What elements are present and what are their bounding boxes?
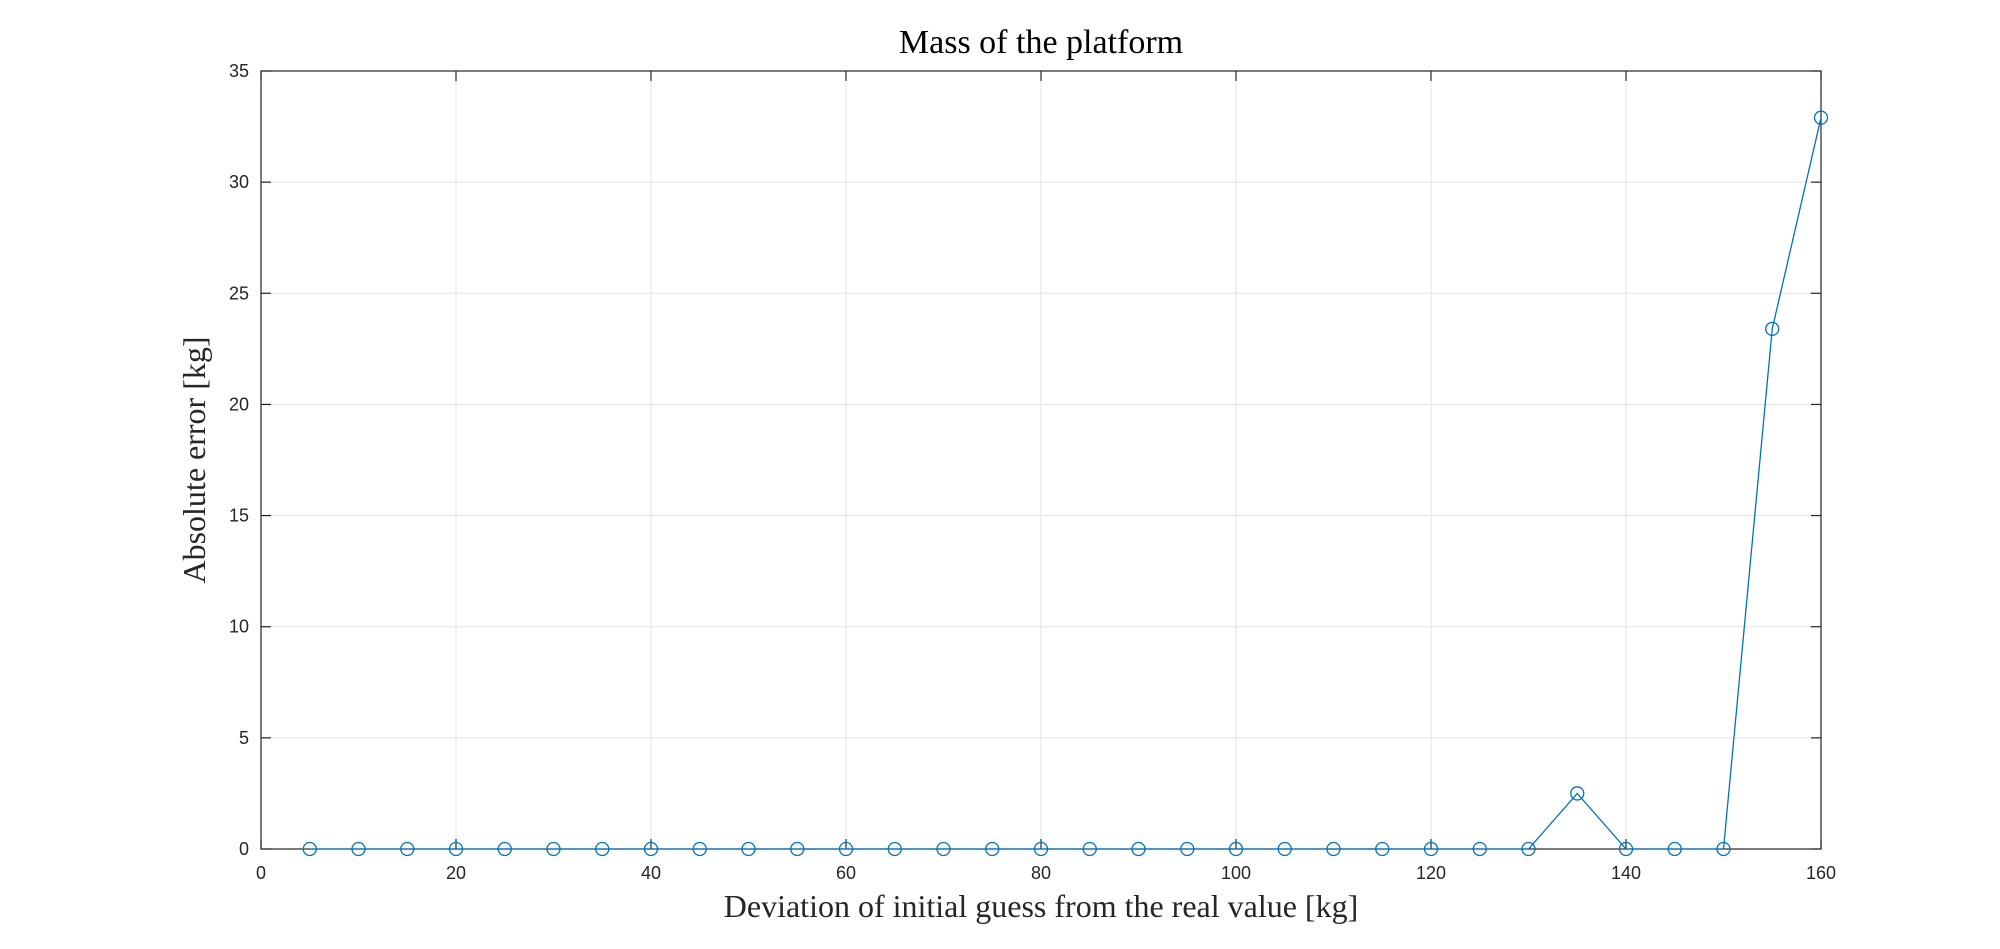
- data-point: [1033, 841, 1049, 857]
- data-point: [1082, 841, 1097, 857]
- y-tick-label: 0: [239, 839, 249, 859]
- data-series: [302, 110, 1829, 857]
- data-point: [1131, 841, 1146, 857]
- x-tick-label: 40: [641, 863, 661, 883]
- y-axis-label: Absolute error [kg]: [176, 336, 212, 583]
- x-tick-label: 140: [1611, 863, 1641, 883]
- y-tick-label: 35: [229, 61, 249, 81]
- data-point: [1813, 110, 1829, 125]
- data-point: [1326, 841, 1341, 857]
- y-tick-label: 30: [229, 172, 249, 192]
- data-point: [302, 841, 317, 857]
- data-point: [1570, 786, 1585, 801]
- x-axis-label: Deviation of initial guess from the real…: [724, 888, 1358, 924]
- data-point: [790, 841, 805, 857]
- data-point: [985, 841, 1000, 857]
- data-point: [887, 841, 902, 857]
- data-point: [838, 841, 854, 857]
- data-point: [1228, 841, 1244, 857]
- data-point: [1180, 841, 1195, 857]
- y-tick-label: 25: [229, 283, 249, 303]
- x-tick-label: 0: [256, 863, 266, 883]
- axis-ticks: 0 20 40 60 80 100 120 140 160 0 5 10 15 20 25 30 35: [229, 61, 1836, 883]
- data-point: [448, 841, 464, 857]
- data-point: [595, 841, 610, 857]
- grid-lines: [261, 71, 1821, 849]
- data-point: [400, 841, 415, 857]
- x-tick-label: 100: [1221, 863, 1251, 883]
- data-point: [546, 841, 561, 857]
- data-point: [1472, 841, 1487, 857]
- data-point: [1667, 841, 1682, 857]
- series-line: [309, 117, 1822, 850]
- data-point: [497, 841, 512, 857]
- x-tick-label: 60: [836, 863, 856, 883]
- x-tick-label: 80: [1031, 863, 1051, 883]
- y-tick-label: 20: [229, 394, 249, 414]
- data-point: [351, 841, 366, 857]
- data-point: [1716, 841, 1731, 857]
- data-point: [741, 841, 756, 857]
- x-tick-label: 120: [1416, 863, 1446, 883]
- data-point: [1521, 841, 1536, 857]
- y-tick-label: 15: [229, 506, 249, 526]
- data-point: [1277, 841, 1292, 857]
- data-point: [936, 841, 951, 857]
- data-point: [1618, 841, 1634, 857]
- y-tick-label: 5: [239, 728, 249, 748]
- data-point: [692, 841, 707, 857]
- y-tick-label: 10: [229, 617, 249, 637]
- chart-title: Mass of the platform: [899, 24, 1183, 61]
- x-tick-label: 160: [1806, 863, 1836, 883]
- data-point: [643, 841, 659, 857]
- data-point: [1765, 321, 1780, 337]
- data-point: [1423, 841, 1439, 857]
- data-point: [1375, 841, 1390, 857]
- x-tick-label: 20: [446, 863, 466, 883]
